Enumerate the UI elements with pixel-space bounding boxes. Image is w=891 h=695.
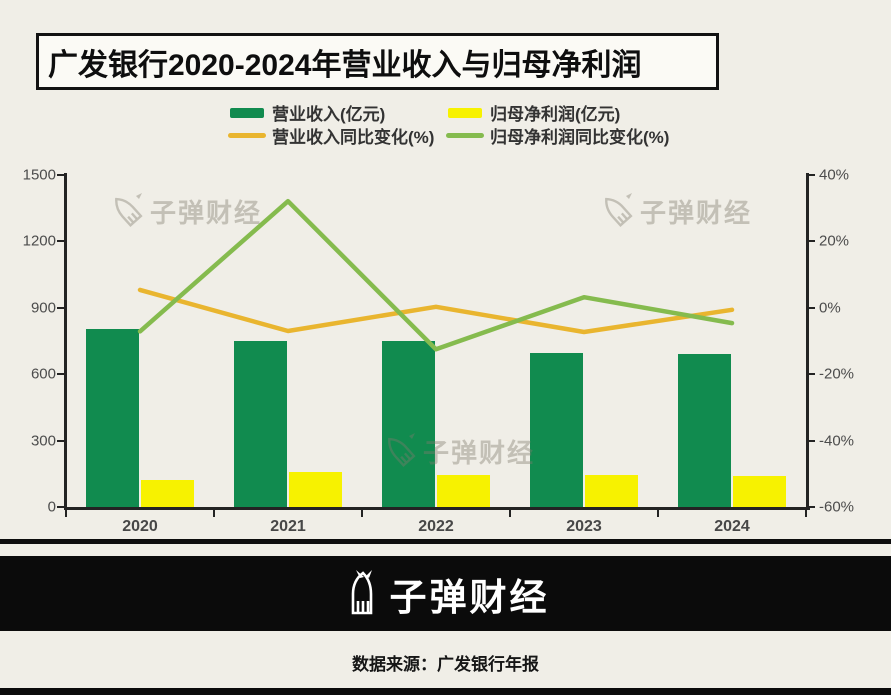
watermark-top-left: 子弹财经 (110, 192, 262, 230)
revenue-bar-swatch (230, 107, 264, 118)
profit-bar-2023 (585, 474, 638, 507)
y-axis-right-tick (808, 174, 815, 176)
footer-divider-line (0, 539, 891, 544)
profit-bar-2020 (141, 480, 194, 507)
chart-title-box: 广发银行2020-2024年营业收入与归母净利润 (36, 33, 719, 90)
legend-item-profit: 归母净利润(亿元) (445, 100, 620, 125)
revenue-bar-2020 (86, 328, 139, 507)
x-axis-category-label: 2023 (566, 518, 602, 535)
legend-label-revenue-yoy: 营业收入同比变化(%) (272, 128, 435, 147)
y-axis-right-label: 40% (819, 166, 850, 184)
x-axis-category-label: 2022 (418, 518, 454, 535)
watermark-bullet-icon (115, 193, 143, 228)
x-axis-tick (509, 509, 511, 517)
x-axis-tick (657, 509, 659, 517)
y-axis-right-tick (808, 306, 815, 309)
profit-bar-2022 (437, 475, 490, 507)
x-axis-category-label: 2024 (714, 518, 750, 535)
y-axis-left-label: 1500 (22, 166, 56, 184)
legend-item-revenue-yoy: 营业收入同比变化(%) (227, 123, 434, 148)
y-axis-left-tick (57, 373, 64, 376)
y-axis-right-label: 20% (819, 232, 850, 250)
brand-logo-text: 子弹财经 (389, 576, 550, 618)
y-axis-right-tick (808, 373, 815, 376)
watermark-text: 子弹财经 (640, 197, 753, 228)
x-axis-tick (65, 509, 67, 517)
footer-brand-band: 子弹财经 (0, 556, 891, 631)
x-axis-line (64, 507, 810, 510)
profit-bar-swatch-wrap (445, 107, 485, 118)
revenue-line-swatch-wrap (227, 133, 267, 138)
watermark-bullet-icon (388, 433, 416, 468)
brand-bullet-icon (351, 569, 372, 614)
revenue-line-swatch (228, 133, 266, 138)
revenue-bar-2024 (678, 353, 731, 507)
revenue-bar-2022 (382, 340, 435, 507)
y-axis-right-label: 0% (819, 299, 841, 317)
y-axis-left-label: 0 (47, 498, 56, 516)
watermark-center-bottom: 子弹财经 (383, 432, 535, 470)
watermark-text: 子弹财经 (150, 197, 263, 228)
legend-item-revenue: 营业收入(亿元) (227, 100, 385, 125)
legend-label-profit: 归母净利润(亿元) (490, 105, 621, 124)
legend-item-profit-yoy: 归母净利润同比变化(%) (445, 123, 669, 148)
y-axis-right-tick (808, 240, 815, 243)
revenue-bar-2021 (234, 341, 287, 507)
y-axis-right-label: -20% (819, 365, 855, 383)
y-axis-left-label: 300 (30, 432, 56, 450)
profit-line-swatch-wrap (445, 133, 485, 138)
y-axis-left-line (64, 173, 67, 509)
x-axis-tick (361, 509, 363, 517)
y-axis-left-tick (57, 306, 64, 309)
y-axis-right-tick (808, 439, 815, 442)
y-axis-left-tick (57, 506, 64, 508)
y-axis-left-tick (57, 439, 64, 442)
y-axis-left-tick (57, 174, 64, 176)
y-axis-left-label: 1200 (22, 232, 56, 250)
watermark-top-right: 子弹财经 (600, 192, 752, 230)
data-source-text: 数据来源：广发银行年报 (352, 655, 539, 674)
revenue-yoy-line (137, 287, 735, 335)
profit-bar-swatch (448, 107, 482, 118)
x-axis-category-label: 2021 (270, 518, 306, 535)
revenue-bar-swatch-wrap (227, 107, 267, 118)
bottom-black-strip (0, 688, 891, 695)
watermark-bullet-icon (605, 193, 633, 228)
x-axis-tick (213, 509, 215, 517)
profit-bar-2021 (289, 471, 342, 507)
profit-line-swatch (446, 133, 484, 138)
y-axis-left-label: 900 (30, 299, 56, 317)
x-axis-tick (805, 509, 807, 517)
y-axis-left-label: 600 (30, 365, 56, 383)
y-axis-right-line (806, 173, 809, 509)
legend-label-profit-yoy: 归母净利润同比变化(%) (490, 128, 670, 147)
legend-label-revenue: 营业收入(亿元) (272, 105, 386, 124)
watermark-text: 子弹财经 (423, 437, 536, 468)
y-axis-right-label: -40% (819, 432, 855, 450)
revenue-bar-2023 (530, 352, 583, 507)
y-axis-right-label: -60% (819, 498, 855, 516)
x-axis-category-label: 2020 (122, 518, 158, 535)
y-axis-left-tick (57, 240, 64, 243)
profit-bar-2024 (733, 476, 786, 507)
chart-title: 广发银行2020-2024年营业收入与归母净利润 (48, 48, 642, 82)
y-axis-right-tick (808, 506, 815, 508)
